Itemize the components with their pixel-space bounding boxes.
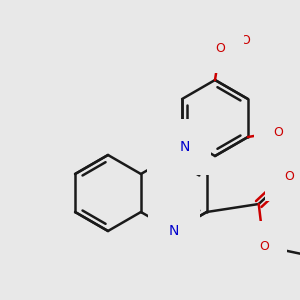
Text: O: O	[284, 169, 294, 182]
Text: O: O	[273, 125, 283, 139]
Text: O: O	[215, 41, 225, 55]
Text: N: N	[169, 224, 179, 238]
Text: H: H	[166, 140, 175, 153]
Text: O: O	[273, 125, 283, 139]
Text: O: O	[240, 34, 250, 46]
Text: O: O	[259, 239, 269, 253]
Text: O: O	[215, 41, 225, 55]
Text: N: N	[179, 140, 190, 154]
